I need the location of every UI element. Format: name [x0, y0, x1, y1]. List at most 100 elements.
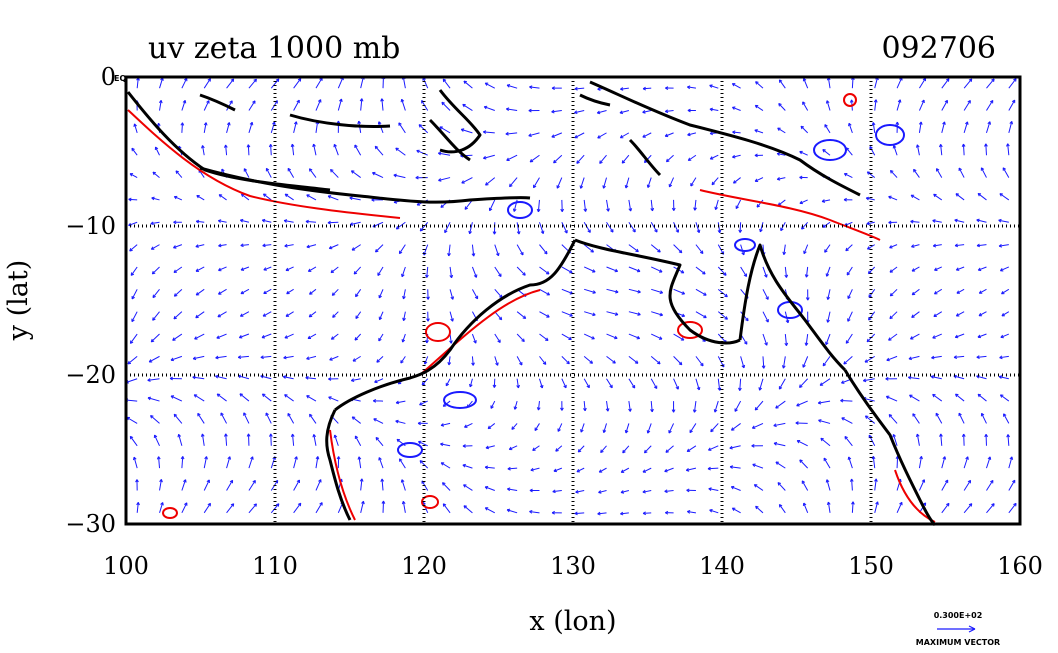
- wind-vector: [777, 153, 786, 156]
- wind-vector: [755, 505, 764, 514]
- wind-vector: [687, 132, 697, 136]
- wind-vector-head: [380, 98, 384, 102]
- wind-vector-head: [848, 122, 852, 127]
- wind-vector: [773, 442, 786, 447]
- wind-vector: [354, 144, 362, 156]
- wind-vector-head: [675, 229, 680, 233]
- wind-vector: [976, 219, 987, 223]
- wind-vector-head: [731, 106, 736, 110]
- wind-vector-head: [690, 182, 694, 187]
- wind-vector-head: [180, 122, 185, 126]
- wind-vector-head: [620, 490, 625, 494]
- wind-vector: [561, 333, 572, 340]
- wind-vector-head: [824, 249, 828, 253]
- wind-vector-head: [841, 380, 845, 384]
- wind-vector: [933, 311, 943, 317]
- wind-vector-head: [776, 152, 781, 156]
- wind-vector: [985, 121, 991, 134]
- wind-vector-head: [505, 131, 509, 136]
- wind-vector-head: [306, 244, 310, 249]
- wind-vector-head: [968, 78, 973, 82]
- wind-vector-head: [129, 340, 134, 344]
- wind-vector-head: [296, 99, 300, 104]
- wind-vector: [471, 333, 477, 344]
- wind-vector-head: [252, 100, 256, 104]
- wind-vector-head: [687, 132, 691, 137]
- x-tick-label: 110: [252, 552, 298, 580]
- wind-vector-head: [566, 360, 570, 365]
- wind-vector: [263, 193, 272, 201]
- wind-vector: [846, 266, 853, 276]
- wind-vector-head: [127, 360, 132, 365]
- wind-vector: [643, 512, 652, 514]
- wind-vector-head: [646, 430, 651, 434]
- wind-vector: [333, 144, 339, 156]
- wind-vector: [374, 145, 384, 156]
- wind-vector-head: [598, 469, 603, 473]
- wind-vector: [759, 222, 764, 232]
- wind-vector: [1001, 311, 1010, 317]
- wind-vector: [262, 219, 272, 223]
- wind-vector-head: [875, 501, 879, 505]
- wind-vector-head: [624, 185, 629, 189]
- wind-vector-head: [999, 394, 1004, 398]
- wind-vector-head: [328, 396, 332, 400]
- wind-vector-head: [262, 193, 267, 197]
- wind-vector-head: [954, 218, 958, 223]
- wind-vector: [621, 154, 630, 164]
- wind-vector-head: [204, 456, 208, 460]
- vorticity-contours: [127, 93, 936, 523]
- wind-vector: [710, 423, 719, 433]
- wind-vector: [803, 78, 809, 89]
- wind-vector: [551, 132, 563, 138]
- y-tick-label: 0: [101, 63, 116, 91]
- wind-vector-head: [339, 98, 343, 103]
- wind-vector-head: [778, 386, 783, 390]
- wind-vector-head: [169, 376, 173, 381]
- wind-vector: [375, 244, 384, 253]
- x-tick-label: 150: [848, 552, 894, 580]
- wind-vector: [848, 123, 853, 134]
- wind-vector: [129, 244, 138, 252]
- wind-vector-head: [933, 313, 937, 318]
- wind-vector-head: [978, 312, 983, 317]
- wind-vector: [537, 401, 540, 411]
- wind-vector-head: [545, 271, 550, 275]
- wind-vector: [539, 311, 550, 318]
- grid-lines: [126, 77, 1020, 524]
- wind-vector: [941, 100, 948, 111]
- wind-vector-head: [507, 466, 511, 471]
- wind-vector: [717, 222, 721, 233]
- wind-vector: [666, 154, 674, 163]
- wind-vector-head: [542, 361, 547, 365]
- wind-vector-head: [351, 247, 356, 251]
- wind-vector-head: [614, 312, 619, 316]
- wind-vector: [911, 266, 920, 272]
- wind-vector-head: [778, 79, 783, 83]
- wind-vector-head: [631, 385, 636, 389]
- wind-vector: [867, 244, 875, 250]
- wind-vector-head: [307, 335, 312, 340]
- wind-vector-head: [243, 412, 247, 416]
- wind-vector-head: [284, 394, 288, 398]
- wind-vector-head: [564, 230, 568, 234]
- wind-vector: [284, 220, 294, 223]
- wind-vector: [647, 177, 652, 188]
- wind-vector: [516, 311, 527, 319]
- wind-vector-head: [372, 399, 377, 403]
- wind-vector: [665, 110, 674, 113]
- wind-vector-head: [729, 465, 734, 469]
- wind-vector: [556, 177, 563, 189]
- wind-vector-head: [864, 415, 869, 419]
- wind-vector: [872, 456, 876, 469]
- wind-vector-head: [732, 180, 737, 184]
- wind-vector: [419, 400, 428, 406]
- wind-vector-head: [987, 456, 992, 460]
- wind-vector-head: [263, 290, 267, 295]
- wind-vector-head: [650, 207, 655, 212]
- wind-vector: [1000, 266, 1010, 272]
- wind-vector: [673, 244, 683, 254]
- wind-vector: [270, 456, 276, 469]
- wind-vector: [777, 177, 786, 180]
